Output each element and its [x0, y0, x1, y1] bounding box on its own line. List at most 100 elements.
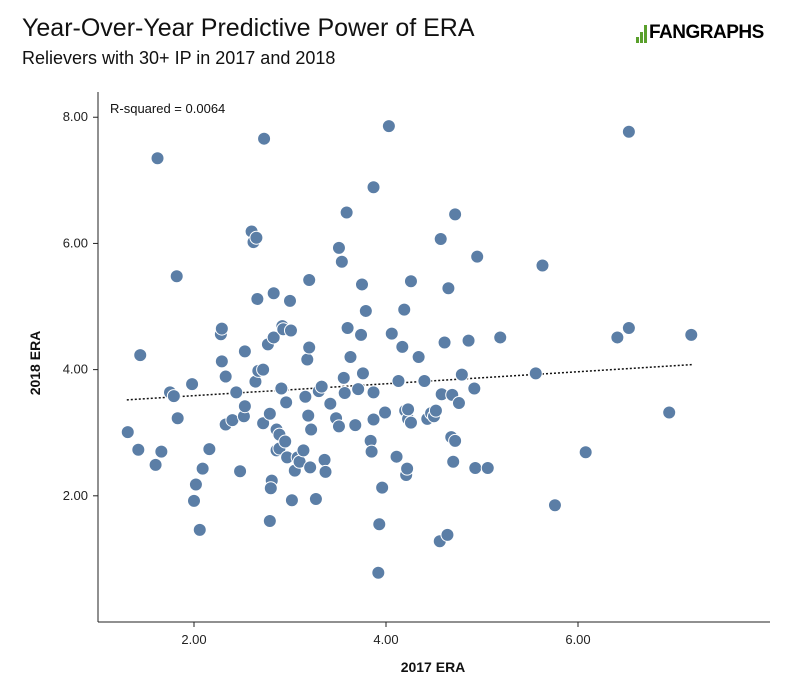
x-axis: 2.00 4.00 6.00 2017 ERA: [98, 621, 770, 675]
data-point: [308, 491, 323, 506]
data-point: [279, 395, 294, 410]
y-tick-label: 8.00: [63, 109, 88, 124]
data-point: [195, 461, 210, 476]
data-point: [480, 461, 495, 476]
data-point: [354, 327, 369, 342]
data-point: [120, 425, 135, 440]
x-axis-label: 2017 ERA: [401, 659, 466, 675]
data-point: [403, 415, 418, 430]
data-point: [214, 354, 229, 369]
data-point: [467, 381, 482, 396]
data-point: [378, 405, 393, 420]
data-point: [547, 498, 562, 513]
data-point: [314, 379, 329, 394]
data-point: [400, 461, 415, 476]
y-tick-label: 4.00: [63, 362, 88, 377]
data-point: [131, 442, 146, 457]
data-point: [411, 350, 426, 364]
data-point: [440, 527, 455, 542]
data-point: [148, 457, 163, 472]
data-point: [166, 389, 181, 404]
fangraphs-logo-text: FANGRAPHS: [649, 22, 764, 43]
y-axis: 2.00 4.00 6.00 8.00 2018 ERA: [27, 92, 99, 622]
y-ticks: 2.00 4.00 6.00 8.00: [63, 109, 98, 503]
x-ticks: 2.00 4.00 6.00: [181, 622, 591, 647]
chart-subtitle: Relievers with 30+ IP in 2017 and 2018: [22, 48, 336, 68]
data-point: [375, 480, 390, 495]
data-point: [296, 443, 311, 458]
data-point: [283, 323, 298, 338]
data-point: [355, 366, 370, 381]
data-point: [397, 302, 412, 317]
data-point: [535, 258, 550, 273]
data-point: [348, 418, 363, 433]
data-point: [366, 385, 381, 400]
data-point: [433, 232, 448, 247]
data-point: [528, 366, 543, 381]
data-point: [249, 230, 264, 245]
data-point: [468, 461, 483, 476]
data-point: [237, 344, 252, 359]
data-point: [372, 517, 387, 532]
data-point: [170, 411, 185, 426]
data-point: [318, 464, 333, 479]
data-point: [233, 464, 248, 479]
data-point: [401, 402, 416, 417]
data-point: [188, 477, 203, 492]
data-point: [304, 422, 319, 437]
data-point: [169, 269, 184, 284]
data-point: [266, 330, 281, 345]
data-point: [395, 339, 410, 354]
data-point: [384, 326, 399, 341]
data-point: [336, 370, 351, 385]
data-point: [317, 452, 332, 467]
data-point: [298, 389, 313, 404]
data-point: [470, 249, 485, 264]
data-point: [262, 406, 277, 421]
data-point: [303, 460, 318, 475]
data-point: [381, 119, 396, 134]
data-point: [237, 399, 252, 414]
data-point: [448, 433, 463, 448]
data-point: [256, 362, 271, 377]
data-point: [263, 481, 278, 496]
data-point: [355, 277, 369, 292]
data-point: [417, 373, 432, 388]
data-point: [266, 286, 281, 301]
data-point: [278, 434, 293, 449]
data-point: [331, 240, 346, 255]
data-point: [448, 207, 463, 222]
data-point: [684, 327, 699, 342]
data-point: [262, 514, 277, 529]
data-point: [187, 493, 201, 508]
data-point: [133, 348, 148, 363]
data-point: [334, 254, 349, 269]
trend-line: [126, 363, 694, 401]
chart-title: Year-Over-Year Predictive Power of ERA: [22, 14, 475, 42]
data-point: [493, 330, 508, 345]
data-point: [154, 444, 169, 459]
data-point: [202, 442, 217, 457]
data-point: [150, 151, 165, 166]
data-point: [371, 565, 386, 580]
data-point: [300, 352, 315, 367]
data-point: [301, 408, 316, 423]
data-point: [339, 205, 354, 220]
data-point: [225, 413, 240, 428]
y-tick-label: 6.00: [63, 235, 88, 250]
data-point: [302, 340, 317, 355]
data-point: [302, 273, 317, 288]
data-points: [120, 119, 699, 580]
data-point: [364, 444, 379, 459]
x-tick-label: 4.00: [373, 632, 398, 647]
data-point: [461, 333, 476, 348]
data-point: [366, 412, 381, 427]
y-tick-label: 2.00: [63, 488, 88, 503]
data-point: [403, 274, 418, 289]
data-point: [229, 385, 244, 400]
data-point: [428, 403, 443, 418]
data-point: [366, 180, 381, 195]
data-point: [284, 493, 299, 508]
data-point: [610, 330, 625, 345]
